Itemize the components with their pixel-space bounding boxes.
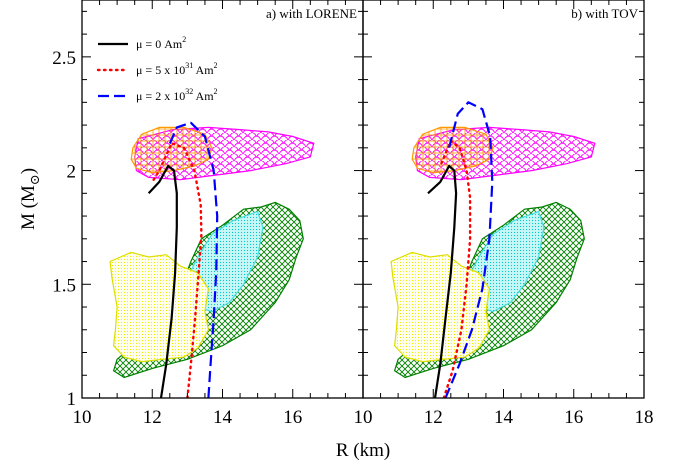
series-line-dashed <box>167 121 219 398</box>
legend-entry-1: μ = 5 x 1031 Am2 <box>136 61 218 77</box>
region-orange-hatch <box>130 126 213 174</box>
panel-title: a) with LORENE <box>266 6 357 21</box>
x-tick-label: 10 <box>354 407 373 428</box>
x-tick-label: 14 <box>494 407 514 428</box>
series-line-solid <box>427 164 458 398</box>
series-line-solid <box>147 164 178 398</box>
panel-lorene: 10 12 14 16 a) with LORENE <box>73 0 364 428</box>
y-tick-label: 1.5 <box>52 275 76 296</box>
series-line-dotted <box>151 142 203 398</box>
x-tick-label: 10 <box>73 407 92 428</box>
x-tick-label: 12 <box>424 407 443 428</box>
x-tick-label: 18 <box>635 407 654 428</box>
region-orange-hatch <box>411 126 494 174</box>
region-yellow-dots <box>109 251 210 363</box>
legend: μ = 0 Am2 μ = 5 x 1031 Am2 μ = 2 x 1032 … <box>96 35 218 103</box>
y-tick-label: 1 <box>67 389 77 410</box>
panel-tov: 10 12 14 16 18 b) with TOV <box>354 0 654 428</box>
y-axis-label: M (M⊙) <box>18 168 42 230</box>
series-line-dotted <box>439 139 472 398</box>
region-yellow-dots <box>390 251 491 363</box>
y-axis: 1 1.5 2 2.5 <box>52 48 76 410</box>
panel-title: b) with TOV <box>571 6 638 21</box>
legend-entry-0: μ = 0 Am2 <box>136 35 186 51</box>
x-axis-label: R (km) <box>336 440 390 461</box>
x-tick-label: 14 <box>213 407 233 428</box>
x-tick-label: 16 <box>283 407 302 428</box>
legend-entry-2: μ = 2 x 1032 Am2 <box>136 87 218 103</box>
x-tick-label: 16 <box>564 407 583 428</box>
x-tick-label: 12 <box>143 407 162 428</box>
y-tick-label: 2.5 <box>52 48 76 69</box>
y-tick-label: 2 <box>67 162 77 183</box>
